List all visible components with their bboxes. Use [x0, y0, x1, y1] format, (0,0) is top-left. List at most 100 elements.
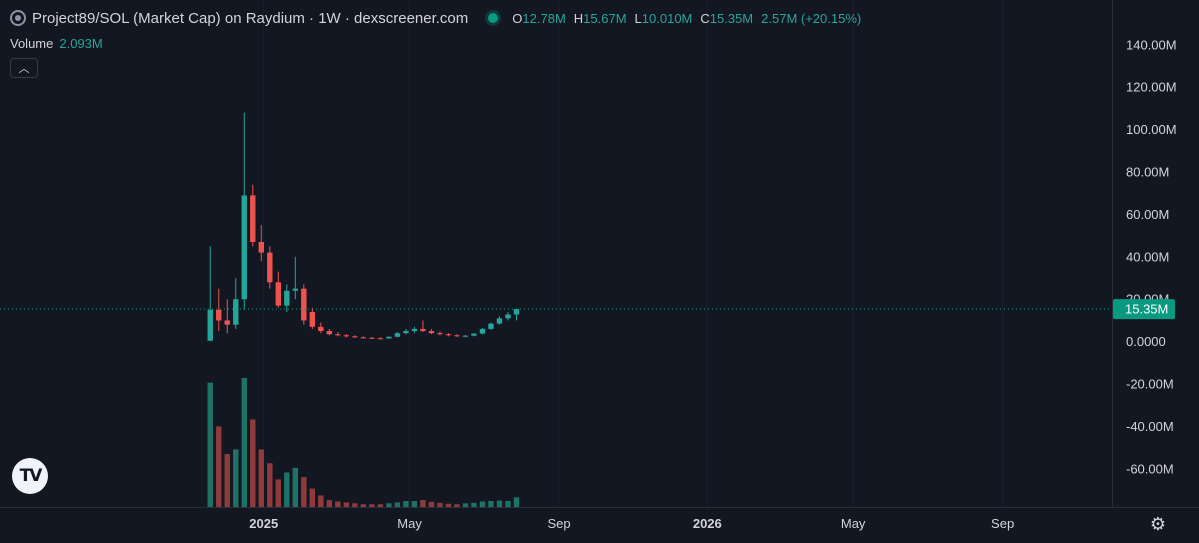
volume-bar	[386, 503, 392, 507]
volume-bar	[326, 500, 333, 507]
volume-bar	[352, 503, 358, 507]
candle-body	[420, 328, 426, 332]
price-tick-label: 140.00M	[1126, 37, 1177, 52]
low-value: 10.010M	[641, 10, 693, 26]
volume-bar	[411, 501, 418, 507]
volume-bar	[428, 501, 435, 507]
ohlc-values: O 12.78M H 15.67M L 10.010M C 15.35M 2.57M (…	[512, 11, 869, 26]
time-tick-label: May	[841, 516, 866, 531]
price-axis: 140.00M120.00M100.00M80.00M60.00M40.00M2…	[1112, 0, 1177, 507]
volume-bar	[241, 378, 247, 507]
candle-body	[454, 335, 460, 337]
candle-body	[241, 195, 247, 300]
candle-body	[369, 337, 375, 339]
candle-body	[496, 318, 503, 324]
last-price-badge: 15.35M	[1113, 299, 1175, 320]
gear-icon[interactable]: ⚙	[1149, 513, 1167, 534]
volume-bar	[318, 495, 324, 507]
candle-body	[343, 335, 350, 337]
candle-body	[292, 288, 299, 291]
price-tick-label: 120.00M	[1126, 80, 1177, 95]
volume-bar	[301, 477, 307, 507]
open-key: O	[512, 10, 523, 26]
time-tick-label: May	[397, 516, 422, 531]
volume-bars	[207, 378, 520, 507]
candle-body	[233, 299, 239, 325]
price-tick-label: 60.00M	[1126, 207, 1169, 222]
volume-bar	[437, 502, 443, 507]
candle-body	[513, 309, 520, 315]
candle-body	[505, 314, 511, 319]
volume-bar	[335, 501, 341, 507]
change-value: 2.57M (+20.15%)	[761, 10, 862, 26]
candle-body	[386, 336, 392, 339]
candle-body	[335, 334, 341, 336]
high-key: H	[573, 10, 584, 26]
candle-body	[377, 338, 384, 340]
volume-label: Volume	[10, 36, 54, 51]
volume-bar	[275, 479, 282, 507]
candle-body	[250, 195, 256, 242]
candle-body	[445, 334, 452, 336]
volume-bar	[420, 500, 426, 507]
candle-body	[488, 323, 494, 329]
candle-body	[428, 331, 435, 334]
volume-bar	[207, 382, 213, 507]
volume-bar	[454, 504, 460, 507]
volume-bar	[233, 449, 239, 507]
candle-body	[267, 252, 273, 283]
symbol-circle-icon	[10, 10, 26, 26]
candle-body	[326, 331, 333, 335]
candle-body	[437, 333, 443, 335]
candle-body	[394, 333, 401, 337]
close-key: C	[700, 10, 710, 26]
candle-body	[207, 309, 213, 341]
volume-value: 2.093M	[59, 36, 103, 51]
volume-bar	[471, 502, 477, 507]
price-tick-label: -20.00M	[1126, 377, 1174, 392]
time-axis: 2025 May Sep 2026 May Sep	[0, 507, 1199, 531]
collapse-button[interactable]: ︿	[10, 58, 38, 78]
volume-bar	[513, 497, 520, 507]
tradingview-logo-icon[interactable]: TV	[12, 458, 48, 494]
volume-bar	[369, 504, 375, 507]
grid	[263, 0, 1004, 507]
candle-body	[479, 328, 486, 334]
high-value: 15.67M	[583, 10, 627, 26]
price-tick-label: 40.00M	[1126, 249, 1169, 264]
candle-body	[360, 337, 367, 339]
candle-body	[309, 311, 316, 327]
time-tick-label: Sep	[991, 516, 1014, 531]
candle-body	[462, 335, 469, 337]
candle-body	[275, 282, 282, 306]
volume-bar	[377, 504, 384, 507]
candles	[207, 112, 520, 342]
volume-bar	[394, 502, 401, 507]
volume-bar	[445, 503, 452, 507]
candle-body	[284, 290, 290, 306]
price-tick-label: 100.00M	[1126, 122, 1177, 137]
time-tick-label: 2026	[693, 516, 722, 531]
candle-body	[224, 320, 230, 325]
symbol-legend: Project89/SOL (Market Cap) on Raydium · …	[10, 8, 869, 28]
volume-bar	[505, 501, 511, 507]
volume-bar	[224, 454, 230, 507]
candle-body	[258, 242, 264, 253]
price-tick-label: -60.00M	[1126, 461, 1174, 476]
volume-bar	[284, 472, 290, 507]
close-value: 15.35M	[709, 10, 754, 26]
open-value: 12.78M	[522, 10, 566, 26]
volume-bar	[360, 504, 367, 507]
low-key: L	[634, 10, 642, 26]
volume-bar	[309, 488, 316, 507]
volume-bar	[216, 426, 222, 507]
volume-bar	[403, 501, 409, 507]
volume-bar	[496, 500, 503, 507]
time-tick-label: 2025	[249, 516, 278, 531]
volume-bar	[267, 463, 273, 507]
volume-bar	[343, 502, 350, 507]
candle-body	[352, 336, 358, 338]
volume-bar	[479, 501, 486, 507]
candle-body	[216, 309, 222, 321]
